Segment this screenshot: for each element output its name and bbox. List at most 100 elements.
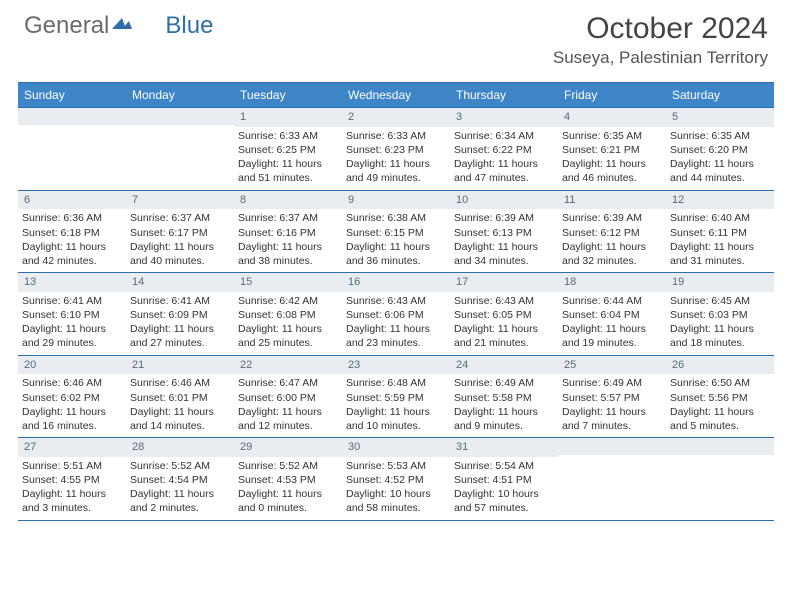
day-number: 23 — [342, 356, 450, 375]
day-number: 31 — [450, 438, 558, 457]
day-details: Sunrise: 6:36 AMSunset: 6:18 PMDaylight:… — [18, 209, 126, 272]
weekday-header-wednesday: Wednesday — [342, 83, 450, 108]
day-cell: 24Sunrise: 6:49 AMSunset: 5:58 PMDayligh… — [450, 356, 558, 438]
empty-cell — [558, 438, 666, 520]
day-cell: 26Sunrise: 6:50 AMSunset: 5:56 PMDayligh… — [666, 356, 774, 438]
day-details: Sunrise: 5:53 AMSunset: 4:52 PMDaylight:… — [342, 457, 450, 520]
day-details: Sunrise: 6:35 AMSunset: 6:21 PMDaylight:… — [558, 127, 666, 190]
day-cell: 14Sunrise: 6:41 AMSunset: 6:09 PMDayligh… — [126, 273, 234, 355]
day-details: Sunrise: 6:42 AMSunset: 6:08 PMDaylight:… — [234, 292, 342, 355]
day-details: Sunrise: 6:49 AMSunset: 5:58 PMDaylight:… — [450, 374, 558, 437]
day-details: Sunrise: 6:46 AMSunset: 6:02 PMDaylight:… — [18, 374, 126, 437]
day-details: Sunrise: 6:33 AMSunset: 6:25 PMDaylight:… — [234, 127, 342, 190]
day-number: 12 — [666, 191, 774, 210]
day-cell: 10Sunrise: 6:39 AMSunset: 6:13 PMDayligh… — [450, 191, 558, 273]
header: General Blue October 2024 Suseya, Palest… — [0, 0, 792, 76]
day-details: Sunrise: 6:35 AMSunset: 6:20 PMDaylight:… — [666, 127, 774, 190]
empty-day-number — [666, 438, 774, 455]
calendar: SundayMondayTuesdayWednesdayThursdayFrid… — [18, 82, 774, 521]
weekday-header-thursday: Thursday — [450, 83, 558, 108]
week-row: 20Sunrise: 6:46 AMSunset: 6:02 PMDayligh… — [18, 356, 774, 439]
day-details: Sunrise: 6:49 AMSunset: 5:57 PMDaylight:… — [558, 374, 666, 437]
day-details: Sunrise: 6:37 AMSunset: 6:17 PMDaylight:… — [126, 209, 234, 272]
day-details: Sunrise: 5:51 AMSunset: 4:55 PMDaylight:… — [18, 457, 126, 520]
day-details: Sunrise: 6:41 AMSunset: 6:09 PMDaylight:… — [126, 292, 234, 355]
weekday-header-saturday: Saturday — [666, 83, 774, 108]
day-details: Sunrise: 6:45 AMSunset: 6:03 PMDaylight:… — [666, 292, 774, 355]
day-cell: 11Sunrise: 6:39 AMSunset: 6:12 PMDayligh… — [558, 191, 666, 273]
day-number: 11 — [558, 191, 666, 210]
day-number: 1 — [234, 108, 342, 127]
day-cell: 13Sunrise: 6:41 AMSunset: 6:10 PMDayligh… — [18, 273, 126, 355]
day-details: Sunrise: 6:50 AMSunset: 5:56 PMDaylight:… — [666, 374, 774, 437]
day-details: Sunrise: 6:43 AMSunset: 6:05 PMDaylight:… — [450, 292, 558, 355]
day-number: 20 — [18, 356, 126, 375]
day-number: 17 — [450, 273, 558, 292]
logo-text-2: Blue — [165, 12, 213, 40]
day-cell: 2Sunrise: 6:33 AMSunset: 6:23 PMDaylight… — [342, 108, 450, 190]
day-details: Sunrise: 6:39 AMSunset: 6:12 PMDaylight:… — [558, 209, 666, 272]
day-details: Sunrise: 5:54 AMSunset: 4:51 PMDaylight:… — [450, 457, 558, 520]
empty-day-number — [558, 438, 666, 455]
day-number: 29 — [234, 438, 342, 457]
day-number: 9 — [342, 191, 450, 210]
day-number: 30 — [342, 438, 450, 457]
day-number: 4 — [558, 108, 666, 127]
weekday-header-friday: Friday — [558, 83, 666, 108]
day-cell: 28Sunrise: 5:52 AMSunset: 4:54 PMDayligh… — [126, 438, 234, 520]
day-cell: 30Sunrise: 5:53 AMSunset: 4:52 PMDayligh… — [342, 438, 450, 520]
day-cell: 9Sunrise: 6:38 AMSunset: 6:15 PMDaylight… — [342, 191, 450, 273]
logo: General Blue — [24, 12, 213, 40]
day-details: Sunrise: 5:52 AMSunset: 4:54 PMDaylight:… — [126, 457, 234, 520]
day-cell: 25Sunrise: 6:49 AMSunset: 5:57 PMDayligh… — [558, 356, 666, 438]
day-cell: 23Sunrise: 6:48 AMSunset: 5:59 PMDayligh… — [342, 356, 450, 438]
page-title: October 2024 — [553, 12, 768, 46]
logo-icon — [111, 12, 133, 40]
day-number: 21 — [126, 356, 234, 375]
day-details: Sunrise: 6:34 AMSunset: 6:22 PMDaylight:… — [450, 127, 558, 190]
day-number: 7 — [126, 191, 234, 210]
day-number: 24 — [450, 356, 558, 375]
weekday-header-tuesday: Tuesday — [234, 83, 342, 108]
week-row: 6Sunrise: 6:36 AMSunset: 6:18 PMDaylight… — [18, 191, 774, 274]
day-cell: 3Sunrise: 6:34 AMSunset: 6:22 PMDaylight… — [450, 108, 558, 190]
day-number: 27 — [18, 438, 126, 457]
day-number: 18 — [558, 273, 666, 292]
day-number: 26 — [666, 356, 774, 375]
day-details: Sunrise: 6:38 AMSunset: 6:15 PMDaylight:… — [342, 209, 450, 272]
day-cell: 16Sunrise: 6:43 AMSunset: 6:06 PMDayligh… — [342, 273, 450, 355]
week-row: 13Sunrise: 6:41 AMSunset: 6:10 PMDayligh… — [18, 273, 774, 356]
empty-day-number — [18, 108, 126, 125]
day-cell: 19Sunrise: 6:45 AMSunset: 6:03 PMDayligh… — [666, 273, 774, 355]
day-details: Sunrise: 6:46 AMSunset: 6:01 PMDaylight:… — [126, 374, 234, 437]
logo-text-1: General — [24, 12, 109, 40]
calendar-body: 1Sunrise: 6:33 AMSunset: 6:25 PMDaylight… — [18, 108, 774, 521]
day-details: Sunrise: 6:43 AMSunset: 6:06 PMDaylight:… — [342, 292, 450, 355]
day-cell: 21Sunrise: 6:46 AMSunset: 6:01 PMDayligh… — [126, 356, 234, 438]
day-number: 14 — [126, 273, 234, 292]
weekday-header-row: SundayMondayTuesdayWednesdayThursdayFrid… — [18, 83, 774, 108]
day-number: 19 — [666, 273, 774, 292]
day-details: Sunrise: 6:41 AMSunset: 6:10 PMDaylight:… — [18, 292, 126, 355]
day-cell: 6Sunrise: 6:36 AMSunset: 6:18 PMDaylight… — [18, 191, 126, 273]
day-details: Sunrise: 6:33 AMSunset: 6:23 PMDaylight:… — [342, 127, 450, 190]
day-cell: 5Sunrise: 6:35 AMSunset: 6:20 PMDaylight… — [666, 108, 774, 190]
day-details: Sunrise: 6:37 AMSunset: 6:16 PMDaylight:… — [234, 209, 342, 272]
day-number: 6 — [18, 191, 126, 210]
day-cell: 12Sunrise: 6:40 AMSunset: 6:11 PMDayligh… — [666, 191, 774, 273]
day-number: 2 — [342, 108, 450, 127]
day-cell: 31Sunrise: 5:54 AMSunset: 4:51 PMDayligh… — [450, 438, 558, 520]
day-details: Sunrise: 6:44 AMSunset: 6:04 PMDaylight:… — [558, 292, 666, 355]
day-number: 13 — [18, 273, 126, 292]
day-details: Sunrise: 6:47 AMSunset: 6:00 PMDaylight:… — [234, 374, 342, 437]
day-cell: 20Sunrise: 6:46 AMSunset: 6:02 PMDayligh… — [18, 356, 126, 438]
day-cell: 22Sunrise: 6:47 AMSunset: 6:00 PMDayligh… — [234, 356, 342, 438]
day-cell: 17Sunrise: 6:43 AMSunset: 6:05 PMDayligh… — [450, 273, 558, 355]
day-cell: 8Sunrise: 6:37 AMSunset: 6:16 PMDaylight… — [234, 191, 342, 273]
day-cell: 15Sunrise: 6:42 AMSunset: 6:08 PMDayligh… — [234, 273, 342, 355]
day-number: 10 — [450, 191, 558, 210]
empty-cell — [126, 108, 234, 190]
weekday-header-monday: Monday — [126, 83, 234, 108]
day-details: Sunrise: 6:40 AMSunset: 6:11 PMDaylight:… — [666, 209, 774, 272]
day-cell: 1Sunrise: 6:33 AMSunset: 6:25 PMDaylight… — [234, 108, 342, 190]
